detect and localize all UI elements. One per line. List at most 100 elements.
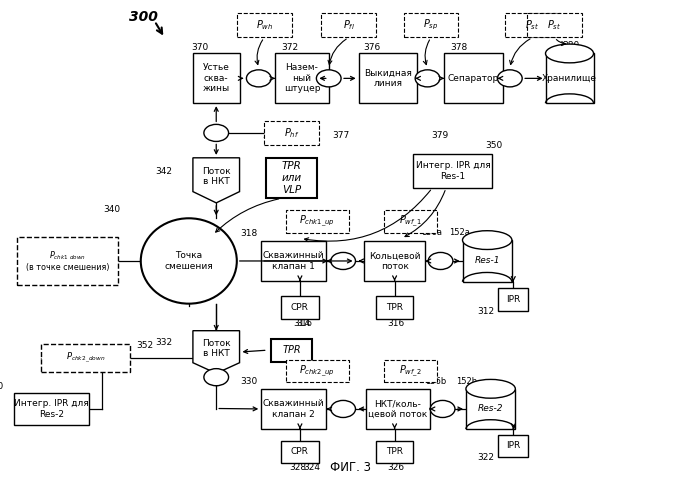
FancyBboxPatch shape — [286, 360, 349, 382]
Text: $P_{wh}$: $P_{wh}$ — [256, 18, 273, 31]
Text: 379: 379 — [431, 131, 448, 139]
FancyBboxPatch shape — [498, 288, 528, 311]
Text: 360: 360 — [0, 382, 4, 392]
FancyBboxPatch shape — [193, 53, 239, 103]
Text: TPR: TPR — [386, 447, 403, 456]
Text: ФИГ. 3: ФИГ. 3 — [330, 461, 370, 474]
FancyBboxPatch shape — [463, 240, 512, 282]
FancyBboxPatch shape — [275, 53, 329, 103]
FancyBboxPatch shape — [281, 296, 318, 319]
Text: 370: 370 — [191, 43, 208, 52]
Text: 342: 342 — [155, 166, 172, 176]
FancyBboxPatch shape — [384, 210, 437, 233]
Text: $P_{chk2\_down}$: $P_{chk2\_down}$ — [66, 351, 106, 365]
Ellipse shape — [141, 218, 237, 303]
Circle shape — [246, 70, 271, 87]
Text: Хранилище: Хранилище — [542, 74, 597, 83]
Text: 318: 318 — [241, 229, 258, 239]
FancyBboxPatch shape — [17, 237, 118, 285]
Text: 373: 373 — [262, 131, 279, 139]
FancyBboxPatch shape — [384, 360, 437, 382]
Text: Интегр. IPR для
Res-1: Интегр. IPR для Res-1 — [416, 161, 490, 181]
Circle shape — [316, 70, 341, 87]
Text: 324: 324 — [303, 463, 321, 472]
Text: 316: 316 — [297, 319, 312, 328]
Text: $P_{st}$: $P_{st}$ — [525, 18, 540, 31]
Text: 326: 326 — [388, 463, 405, 472]
Text: 380: 380 — [563, 41, 580, 50]
Text: Кольцевой
поток: Кольцевой поток — [369, 251, 420, 271]
Text: 328: 328 — [290, 463, 307, 472]
Circle shape — [415, 70, 440, 87]
Ellipse shape — [466, 379, 515, 398]
FancyBboxPatch shape — [367, 389, 430, 429]
FancyBboxPatch shape — [358, 53, 417, 103]
Ellipse shape — [463, 231, 512, 249]
Text: 312: 312 — [477, 307, 495, 316]
Text: 152b: 152b — [456, 378, 477, 386]
FancyBboxPatch shape — [498, 435, 528, 457]
FancyBboxPatch shape — [261, 241, 326, 281]
Text: Res-2: Res-2 — [478, 405, 503, 413]
Text: $P_{hf}$: $P_{hf}$ — [284, 126, 300, 140]
Text: Скважинный
клапан 1: Скважинный клапан 1 — [263, 251, 325, 271]
Text: Точка
смешения: Точка смешения — [164, 251, 214, 271]
Text: 330: 330 — [241, 378, 258, 386]
FancyBboxPatch shape — [237, 13, 292, 37]
Text: TPR
или
VLP: TPR или VLP — [281, 161, 302, 195]
Text: 378: 378 — [450, 43, 468, 52]
Text: 352: 352 — [136, 341, 153, 349]
Text: НКТ/коль-
цевой поток: НКТ/коль- цевой поток — [368, 399, 428, 419]
Text: CPR: CPR — [291, 447, 309, 456]
Circle shape — [498, 70, 522, 87]
Text: $P_{chk2\_up}$: $P_{chk2\_up}$ — [299, 363, 335, 378]
Text: $P_{chk1\_up}$: $P_{chk1\_up}$ — [299, 214, 335, 229]
Text: IPR: IPR — [506, 441, 520, 451]
Text: 156a: 156a — [421, 228, 442, 237]
Text: 340: 340 — [103, 205, 120, 213]
Text: Поток
в НКТ: Поток в НКТ — [202, 338, 230, 358]
Text: Интегр. IPR для
Res-2: Интегр. IPR для Res-2 — [14, 399, 89, 419]
Text: TPR: TPR — [386, 303, 403, 312]
Text: CPR: CPR — [291, 303, 309, 312]
Circle shape — [331, 253, 356, 270]
Circle shape — [331, 400, 356, 418]
FancyBboxPatch shape — [286, 210, 349, 233]
Text: Выкидная
линия: Выкидная линия — [364, 69, 412, 88]
Text: $P_{st}$: $P_{st}$ — [547, 18, 561, 31]
Polygon shape — [193, 158, 239, 203]
FancyBboxPatch shape — [281, 441, 318, 463]
Text: Назем-
ный
штуцер: Назем- ный штуцер — [284, 63, 320, 93]
Text: 332: 332 — [155, 338, 172, 348]
Text: Скважинный
клапан 2: Скважинный клапан 2 — [263, 399, 325, 419]
Text: 350: 350 — [486, 141, 503, 150]
FancyBboxPatch shape — [527, 13, 582, 37]
Circle shape — [204, 369, 229, 386]
Text: $P_{fl}$: $P_{fl}$ — [342, 18, 355, 31]
Circle shape — [430, 400, 455, 418]
Text: 152a: 152a — [449, 228, 470, 237]
FancyBboxPatch shape — [261, 389, 326, 429]
Text: $P_{wf\_1}$: $P_{wf\_1}$ — [399, 214, 422, 229]
Text: Res-1: Res-1 — [475, 257, 500, 265]
FancyBboxPatch shape — [376, 296, 414, 319]
Text: 322: 322 — [477, 453, 495, 462]
Polygon shape — [193, 331, 239, 373]
Text: 372: 372 — [281, 43, 298, 52]
FancyBboxPatch shape — [265, 121, 319, 145]
Text: $P_{sp}$: $P_{sp}$ — [424, 17, 439, 32]
FancyBboxPatch shape — [444, 53, 503, 103]
FancyBboxPatch shape — [545, 53, 594, 103]
FancyBboxPatch shape — [376, 441, 414, 463]
FancyBboxPatch shape — [505, 13, 560, 37]
Text: 377: 377 — [332, 131, 349, 139]
Text: 300: 300 — [129, 10, 158, 24]
Text: $P_{wf\_2}$: $P_{wf\_2}$ — [399, 363, 422, 378]
Text: 314: 314 — [293, 319, 310, 328]
FancyBboxPatch shape — [403, 13, 459, 37]
FancyBboxPatch shape — [321, 13, 376, 37]
FancyBboxPatch shape — [414, 154, 492, 188]
FancyBboxPatch shape — [266, 158, 317, 198]
Text: TPR: TPR — [282, 345, 301, 355]
FancyBboxPatch shape — [364, 241, 426, 281]
